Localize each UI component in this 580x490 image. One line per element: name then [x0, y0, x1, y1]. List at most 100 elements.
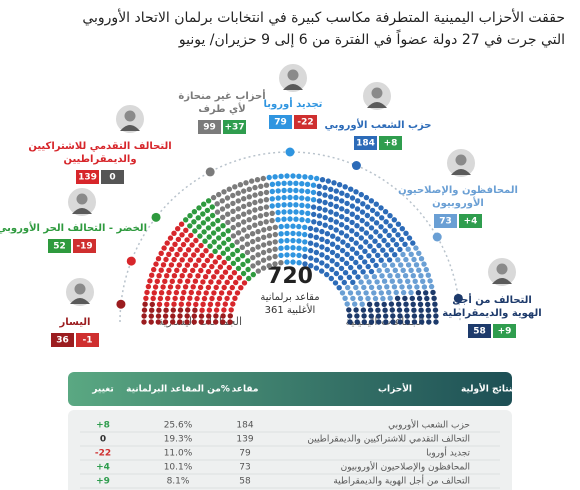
seat: [293, 194, 299, 201]
seat: [228, 307, 234, 313]
seats-label: 99: [203, 123, 216, 133]
seat: [408, 267, 414, 273]
seat: [377, 233, 383, 239]
seat: [419, 319, 425, 325]
seat: [206, 307, 213, 313]
total-seats: 720: [267, 264, 313, 289]
seat: [179, 273, 185, 279]
seat: [325, 178, 331, 184]
seat: [389, 307, 395, 313]
seat: [215, 301, 221, 307]
photo-body: [72, 208, 92, 214]
seat: [368, 198, 375, 204]
seat: [410, 240, 416, 246]
seat: [275, 188, 281, 194]
seat: [400, 267, 406, 273]
seat: [329, 241, 336, 247]
seat: [205, 198, 212, 204]
seat: [177, 307, 184, 313]
seat: [198, 313, 205, 319]
seat: [365, 295, 371, 302]
seat: [172, 241, 178, 247]
photo-body: [70, 298, 90, 304]
seat: [352, 301, 358, 307]
seat: [281, 209, 287, 215]
seat: [428, 283, 435, 290]
seat: [344, 208, 350, 214]
seat: [316, 220, 323, 226]
seat: [339, 206, 345, 212]
seat: [252, 207, 258, 213]
seat: [255, 260, 261, 266]
table-header: تغيير: [91, 385, 113, 395]
seat: [156, 273, 162, 279]
seat: [411, 319, 418, 325]
party-name: أحزاب غير منحازة: [178, 89, 265, 102]
seat: [349, 211, 355, 217]
seat: [333, 270, 340, 277]
seat: [229, 284, 235, 291]
seat: [169, 278, 175, 284]
seat: [260, 257, 267, 263]
seat: [354, 223, 360, 229]
seat: [201, 295, 208, 302]
party-name: والديمقراطيين: [63, 154, 136, 165]
seat: [250, 254, 256, 261]
seat: [167, 235, 174, 241]
seat: [395, 221, 402, 227]
seat: [255, 268, 261, 274]
seat: [339, 198, 345, 204]
seat: [421, 284, 428, 290]
change-label: +4: [464, 217, 478, 227]
seat: [328, 224, 334, 231]
seat: [347, 313, 353, 319]
seat: [187, 223, 193, 229]
seat: [381, 278, 388, 284]
seat: [266, 263, 272, 269]
seat: [281, 216, 287, 222]
seat: [358, 235, 364, 241]
seat: [399, 226, 405, 232]
seat: [202, 274, 209, 280]
seat: [171, 256, 177, 263]
seat: [212, 248, 218, 254]
seat: [363, 194, 370, 201]
seat: [225, 228, 231, 234]
seat: [316, 213, 323, 219]
seat: [413, 262, 420, 268]
seat: [225, 236, 232, 243]
seat: [190, 267, 196, 274]
seat: [360, 269, 366, 275]
seat: [207, 301, 214, 307]
seat: [412, 278, 418, 284]
seat: [216, 244, 222, 250]
seats-badge: [48, 239, 71, 253]
seat: [416, 267, 422, 273]
seat: [359, 301, 365, 307]
seat: [339, 256, 345, 263]
seat: [355, 274, 361, 280]
seats-badge: [354, 136, 377, 150]
table-cell: 58: [239, 477, 251, 487]
seat: [432, 307, 439, 313]
seat: [344, 301, 350, 307]
seat: [164, 301, 170, 307]
seat: [193, 237, 199, 244]
seat: [296, 173, 302, 179]
seat: [409, 295, 415, 302]
seat: [227, 313, 233, 319]
seat: [224, 279, 230, 285]
seat: [416, 295, 423, 302]
seat: [232, 184, 238, 190]
seat: [328, 217, 334, 223]
seat: [179, 295, 186, 301]
seat: [293, 187, 299, 194]
seat: [149, 307, 155, 313]
photo-body: [120, 125, 140, 131]
table-cell: تجديد أوروبا: [426, 447, 470, 459]
seat: [322, 207, 328, 213]
seat: [249, 178, 255, 184]
arc-marker: [432, 232, 442, 242]
title-line: التي جرت في 27 دولة عضواً في الفترة من 6…: [178, 29, 565, 48]
seat: [224, 246, 231, 252]
